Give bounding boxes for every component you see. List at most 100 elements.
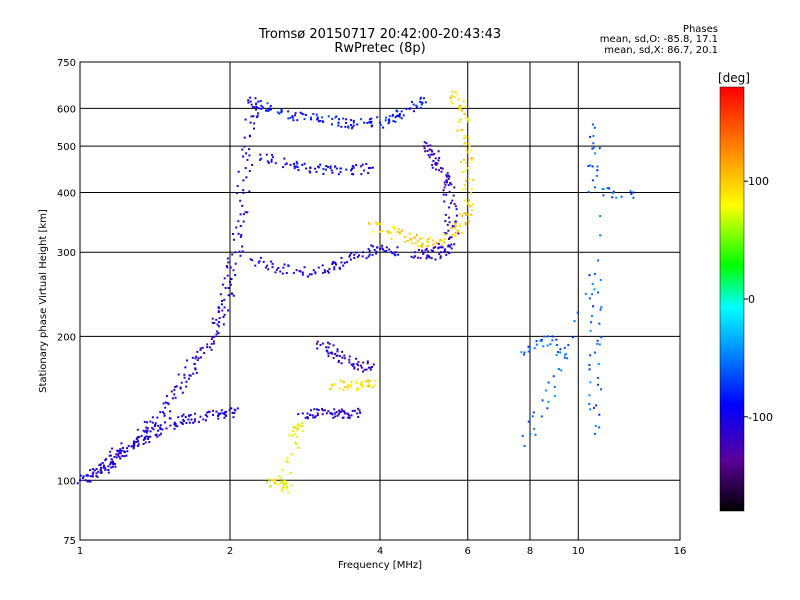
echo-point [280,111,283,114]
echo-point [346,412,349,415]
echo-point [416,256,419,259]
echo-point [199,415,202,418]
echo-point [465,116,468,119]
echo-point [564,353,567,356]
echo-point [419,97,422,100]
echo-point [196,350,199,353]
echo-point [448,206,451,209]
echo-point [597,291,600,294]
echo-point [241,245,244,248]
echo-point [242,179,245,182]
echo-point [602,188,605,191]
echo-point [360,165,363,168]
echo-point [457,232,460,235]
echo-point [360,173,363,176]
echo-point [195,355,198,358]
echo-point [368,380,371,383]
echo-point [466,202,469,205]
echo-point [453,243,456,246]
echo-point [137,443,140,446]
echo-point [239,225,242,228]
echo-point [424,150,427,153]
echo-point [326,270,329,273]
echo-point [291,115,294,118]
echo-point [332,416,335,419]
echo-point [424,249,427,252]
echo-point [316,347,319,350]
echo-point [173,421,176,424]
echo-point [100,466,103,469]
echo-point [437,242,440,245]
echo-point [595,174,598,177]
echo-point [117,452,120,455]
echo-point [367,366,370,369]
echo-point [335,263,338,266]
echo-point [335,411,338,414]
echo-point [429,144,432,147]
echo-point [239,213,242,216]
echo-point [267,268,270,271]
echo-point [350,381,353,384]
echo-point [109,450,112,453]
echo-point [441,167,444,170]
echo-point [589,354,592,357]
echo-point [344,386,347,389]
echo-point [423,141,426,144]
echo-point [255,102,258,105]
echo-point [204,414,207,417]
echo-point [247,99,250,102]
echo-point [597,362,600,365]
echo-point [244,118,247,121]
echo-point [333,408,336,411]
echo-point [632,191,635,194]
echo-point [132,444,135,447]
echo-point [208,410,211,413]
echo-point [373,384,376,387]
echo-point [192,421,195,424]
echo-point [121,455,124,458]
echo-point [343,261,346,264]
echo-point [234,409,237,412]
phases-x-stats: mean, sd,X: 86.7, 20.1 [604,45,718,56]
echo-point [463,106,466,109]
echo-point [540,415,543,418]
echo-point [589,164,592,167]
echo-point [377,222,380,225]
echo-point [227,261,230,264]
echo-point [371,245,374,248]
echo-point [419,96,422,99]
echo-point [408,107,411,110]
echo-point [368,223,371,226]
y-tick-label: 750 [57,58,76,69]
echo-point [308,170,311,173]
echo-point [215,333,218,336]
echo-point [293,165,296,168]
echo-point [470,192,473,195]
echo-point [527,350,530,353]
echo-point [600,336,603,339]
echo-point [355,382,358,385]
echo-point [576,311,579,314]
echo-point [111,458,114,461]
echo-point [264,266,267,269]
echo-point [372,363,375,366]
echo-point [257,261,260,264]
echo-point [448,221,451,224]
echo-point [373,249,376,252]
echo-point [232,269,235,272]
echo-point [295,160,298,163]
echo-point [281,486,284,489]
echo-point [396,115,399,118]
echo-point [117,450,120,453]
echo-point [292,271,295,274]
echo-point [454,225,457,228]
echo-point [282,166,285,169]
echo-point [379,121,381,124]
echo-point [206,415,209,418]
echo-point [249,258,252,261]
echo-point [289,116,292,119]
echo-point [559,348,562,351]
echo-point [293,167,296,170]
echo-point [347,125,350,128]
echo-point [414,255,417,258]
